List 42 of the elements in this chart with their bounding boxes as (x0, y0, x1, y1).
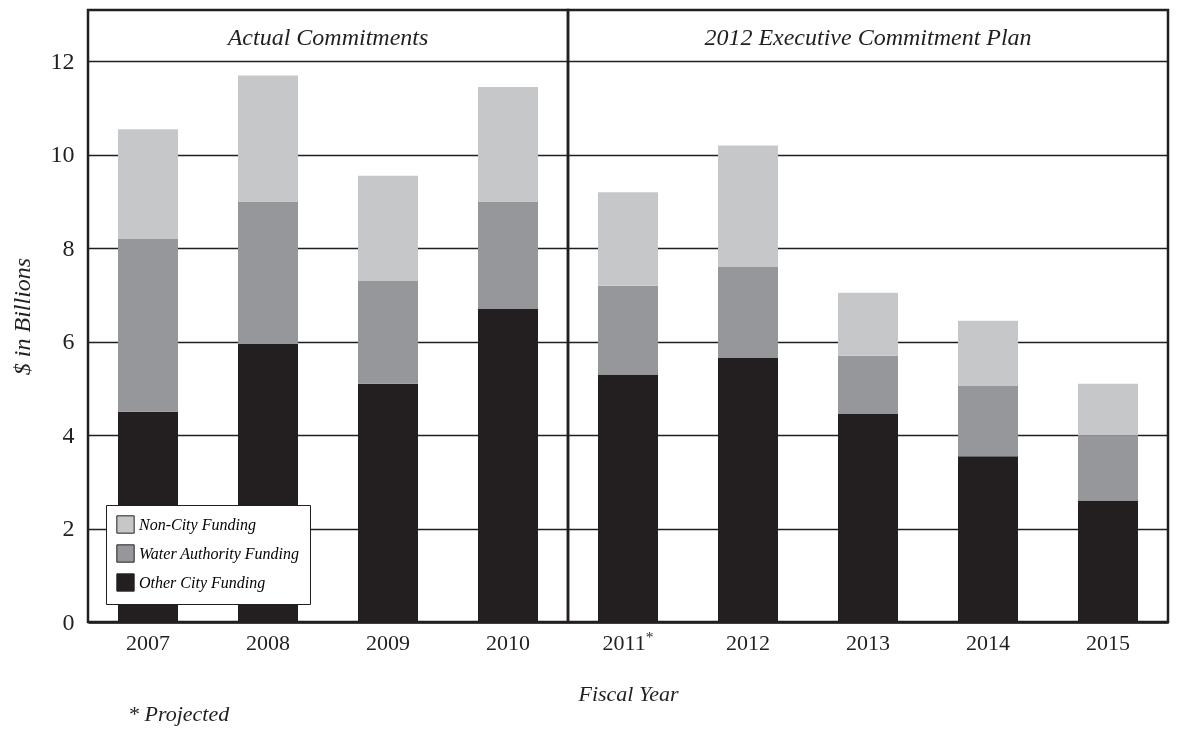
bar (358, 175, 418, 281)
x-tick-label: 2011$^{*}$ (602, 627, 654, 655)
x-axis-title: Fiscal Year (577, 680, 679, 706)
bar (238, 201, 298, 345)
bar (718, 145, 778, 267)
legend-label: Water Authority Funding (139, 544, 299, 563)
bar (118, 129, 178, 239)
x-tick-label: 2014 (966, 629, 1010, 655)
bar (358, 280, 418, 384)
y-axis-title: $ in Billions (8, 257, 35, 376)
bar (238, 75, 298, 202)
x-tick-label: 2009 (366, 629, 410, 655)
bar (718, 266, 778, 359)
y-tick-label: 2 (62, 515, 75, 542)
x-tick-label: 2010 (486, 629, 530, 655)
x-tick-label: 2013 (846, 629, 890, 655)
bar (118, 238, 178, 412)
bar (1078, 383, 1138, 436)
bar (1078, 435, 1138, 501)
legend-label: Other City Funding (139, 573, 266, 592)
x-tick-label: 2007 (126, 629, 170, 655)
y-tick-label: 12 (50, 47, 75, 74)
legend-label: Non-City Funding (138, 515, 256, 534)
text: 2012 Executive Commitment Plan (704, 24, 1032, 50)
y-tick-label: 8 (62, 234, 75, 261)
bar (478, 201, 538, 309)
text: * Projected (128, 701, 231, 726)
bar (958, 386, 1018, 457)
bar (598, 285, 658, 375)
y-tick-label: 10 (50, 141, 75, 168)
y-tick-label: 6 (62, 328, 75, 355)
y-tick-label: 0 (62, 608, 75, 635)
bar (838, 355, 898, 415)
bar (478, 87, 538, 202)
y-tick-label: 4 (62, 421, 75, 448)
x-tick-label: 2008 (246, 629, 290, 655)
x-tick-label: 2015 (1086, 629, 1130, 655)
x-tick-label: 2012 (726, 629, 770, 655)
bar (598, 192, 658, 286)
bar (838, 292, 898, 356)
bar (958, 320, 1018, 387)
text: Actual Commitments (225, 24, 429, 50)
